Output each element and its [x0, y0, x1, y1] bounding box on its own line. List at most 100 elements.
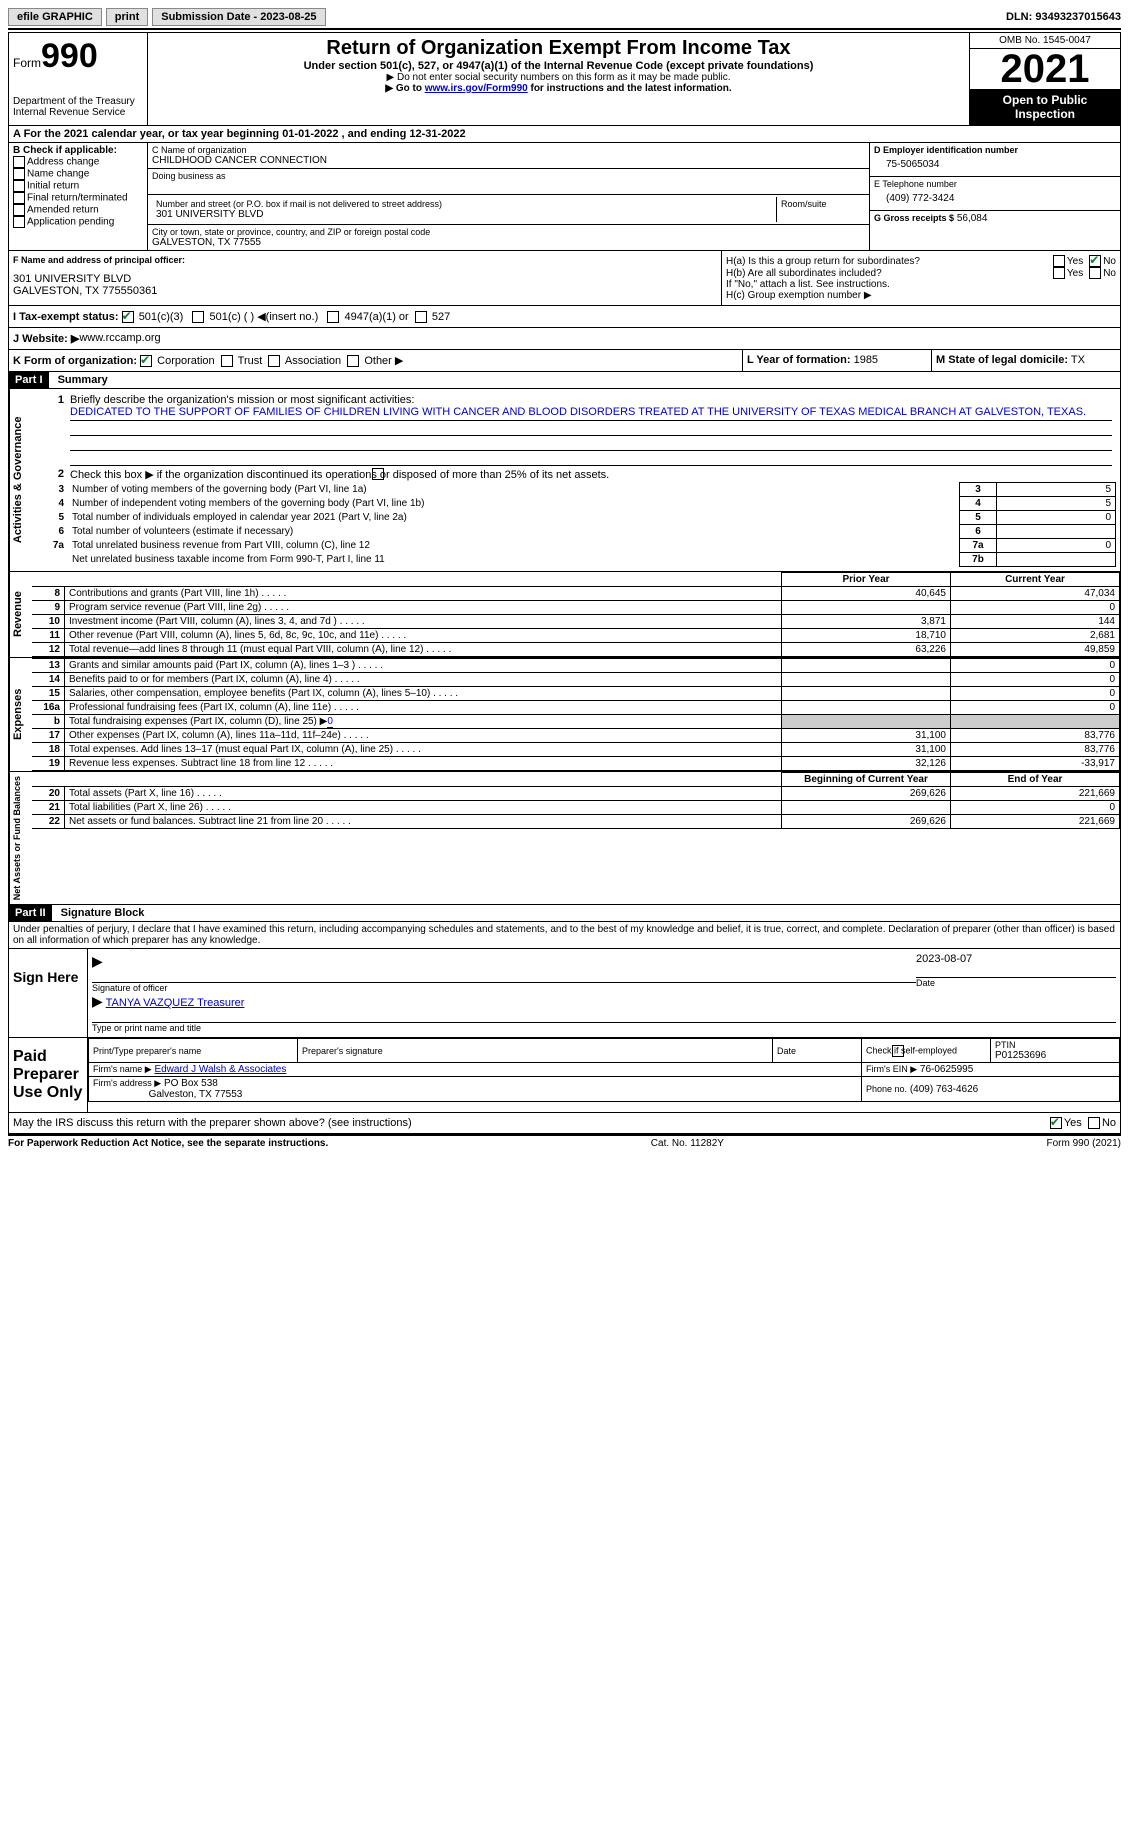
- line3-text: Number of voting members of the governin…: [68, 483, 960, 497]
- table-row: 16aProfessional fundraising fees (Part I…: [32, 701, 1120, 715]
- part-i-header: Part I Summary: [8, 372, 1121, 389]
- col-prior: Prior Year: [782, 573, 951, 587]
- org-name: CHILDHOOD CANCER CONNECTION: [152, 155, 865, 166]
- box-b-label: B Check if applicable:: [13, 145, 143, 156]
- check-initial-return[interactable]: [13, 180, 25, 192]
- sign-here-label: Sign Here: [9, 949, 88, 1037]
- line5-val: 0: [997, 511, 1116, 525]
- check-name-change[interactable]: [13, 168, 25, 180]
- col-beginning: Beginning of Current Year: [782, 773, 951, 787]
- website-value: www.rccamp.org: [79, 332, 160, 345]
- check-amended[interactable]: [13, 204, 25, 216]
- check-discuss-no[interactable]: [1088, 1117, 1100, 1129]
- firm-addr: PO Box 538: [164, 1078, 218, 1089]
- opt-other: Other ▶: [364, 355, 403, 367]
- gross-receipts-value: 56,084: [957, 213, 988, 224]
- form-number: 990: [41, 37, 98, 75]
- officer-addr2: GALVESTON, TX 775550361: [13, 285, 717, 297]
- check-527[interactable]: [415, 311, 427, 323]
- row-k-l-m: K Form of organization: Corporation Trus…: [8, 350, 1121, 372]
- form-page-ref: Form 990 (2021): [1047, 1138, 1121, 1149]
- ptin-label: PTIN: [995, 1040, 1115, 1050]
- table-row: 20Total assets (Part X, line 16) . . . .…: [32, 787, 1120, 801]
- table-row: 8Contributions and grants (Part VIII, li…: [32, 587, 1120, 601]
- topbar: efile GRAPHIC print Submission Date - 20…: [8, 8, 1121, 26]
- check-trust[interactable]: [221, 355, 233, 367]
- paperwork-notice: For Paperwork Reduction Act Notice, see …: [8, 1138, 328, 1149]
- table-row: 22Net assets or fund balances. Subtract …: [32, 815, 1120, 829]
- vert-net-assets: Net Assets or Fund Balances: [9, 772, 32, 904]
- part-ii-title: Signature Block: [55, 905, 151, 921]
- paid-preparer-block: Paid Preparer Use Only Print/Type prepar…: [8, 1038, 1121, 1113]
- officer-addr1: 301 UNIVERSITY BLVD: [13, 273, 717, 285]
- sig-date-label: Date: [916, 977, 1116, 988]
- year-formation: 1985: [854, 354, 878, 366]
- tax-year: 2021: [970, 49, 1120, 89]
- check-assoc[interactable]: [268, 355, 280, 367]
- section-b-to-g: B Check if applicable: Address change Na…: [8, 143, 1121, 251]
- check-discuss-yes[interactable]: [1050, 1117, 1062, 1129]
- irs-link[interactable]: www.irs.gov/Form990: [425, 83, 528, 94]
- check-501c[interactable]: [192, 311, 204, 323]
- efile-button[interactable]: efile GRAPHIC: [8, 8, 102, 26]
- label-address-change: Address change: [27, 157, 99, 168]
- check-self-employed[interactable]: [892, 1045, 904, 1057]
- form-org-label: K Form of organization:: [13, 355, 137, 367]
- yes-label: Yes: [1067, 268, 1083, 279]
- phone-label: E Telephone number: [874, 179, 1116, 189]
- col-end: End of Year: [951, 773, 1120, 787]
- section-f-h: F Name and address of principal officer:…: [8, 251, 1121, 306]
- phone-value: (409) 772-3424: [874, 189, 1116, 208]
- q1-label: Briefly describe the organization's miss…: [70, 394, 414, 406]
- addr-label: Number and street (or P.O. box if mail i…: [156, 199, 772, 209]
- check-hb-no[interactable]: [1089, 267, 1101, 279]
- year-formation-label: L Year of formation:: [747, 354, 851, 366]
- perjury-declaration: Under penalties of perjury, I declare th…: [8, 922, 1121, 949]
- check-hb-yes[interactable]: [1053, 267, 1065, 279]
- label-final-return: Final return/terminated: [27, 193, 128, 204]
- dept-treasury: Department of the Treasury: [13, 96, 143, 107]
- firm-name: Edward J Walsh & Associates: [154, 1064, 286, 1075]
- ein-label: D Employer identification number: [874, 145, 1116, 155]
- check-app-pending[interactable]: [13, 216, 25, 228]
- label-name-change: Name change: [27, 169, 89, 180]
- line6-val: [997, 525, 1116, 539]
- goto-post: for instructions and the latest informat…: [528, 83, 732, 94]
- label-amended: Amended return: [27, 205, 99, 216]
- check-address-change[interactable]: [13, 156, 25, 168]
- firm-phone: (409) 763-4626: [910, 1084, 978, 1095]
- check-501c3[interactable]: [122, 311, 134, 323]
- check-corp[interactable]: [140, 355, 152, 367]
- goto-pre: ▶ Go to: [385, 83, 424, 94]
- line4-text: Number of independent voting members of …: [68, 497, 960, 511]
- check-discontinued[interactable]: [372, 468, 384, 480]
- firm-phone-label: Phone no.: [866, 1084, 907, 1094]
- check-ha-no[interactable]: [1089, 255, 1101, 267]
- h-c-label: H(c) Group exemption number ▶: [726, 290, 1116, 301]
- vert-activities-gov: Activities & Governance: [9, 389, 32, 571]
- line6-text: Total number of volunteers (estimate if …: [68, 525, 960, 539]
- website-label: J Website: ▶: [13, 332, 79, 345]
- col-current: Current Year: [951, 573, 1120, 587]
- mission-text: DEDICATED TO THE SUPPORT OF FAMILIES OF …: [70, 406, 1112, 421]
- label-app-pending: Application pending: [27, 217, 114, 228]
- opt-4947: 4947(a)(1) or: [345, 311, 409, 323]
- check-4947[interactable]: [327, 311, 339, 323]
- table-row: 13Grants and similar amounts paid (Part …: [32, 659, 1120, 673]
- q2-text: Check this box ▶ if the organization dis…: [70, 469, 609, 481]
- street-address: 301 UNIVERSITY BLVD: [156, 209, 772, 220]
- state-domicile-label: M State of legal domicile:: [936, 354, 1068, 366]
- part-i-governance: Activities & Governance 1 Briefly descri…: [8, 389, 1121, 572]
- dba-label: Doing business as: [152, 171, 865, 181]
- print-button[interactable]: print: [106, 8, 148, 26]
- table-row: 18Total expenses. Add lines 13–17 (must …: [32, 743, 1120, 757]
- table-row: 17Other expenses (Part IX, column (A), l…: [32, 729, 1120, 743]
- line7b-text: Net unrelated business taxable income fr…: [68, 553, 960, 567]
- check-ha-yes[interactable]: [1053, 255, 1065, 267]
- check-other[interactable]: [347, 355, 359, 367]
- name-title-label: Type or print name and title: [92, 1022, 1116, 1033]
- ssn-note: ▶ Do not enter social security numbers o…: [152, 72, 965, 83]
- dln: DLN: 93493237015643: [1006, 11, 1121, 23]
- opt-501c3: 501(c)(3): [139, 311, 184, 323]
- check-final-return[interactable]: [13, 192, 25, 204]
